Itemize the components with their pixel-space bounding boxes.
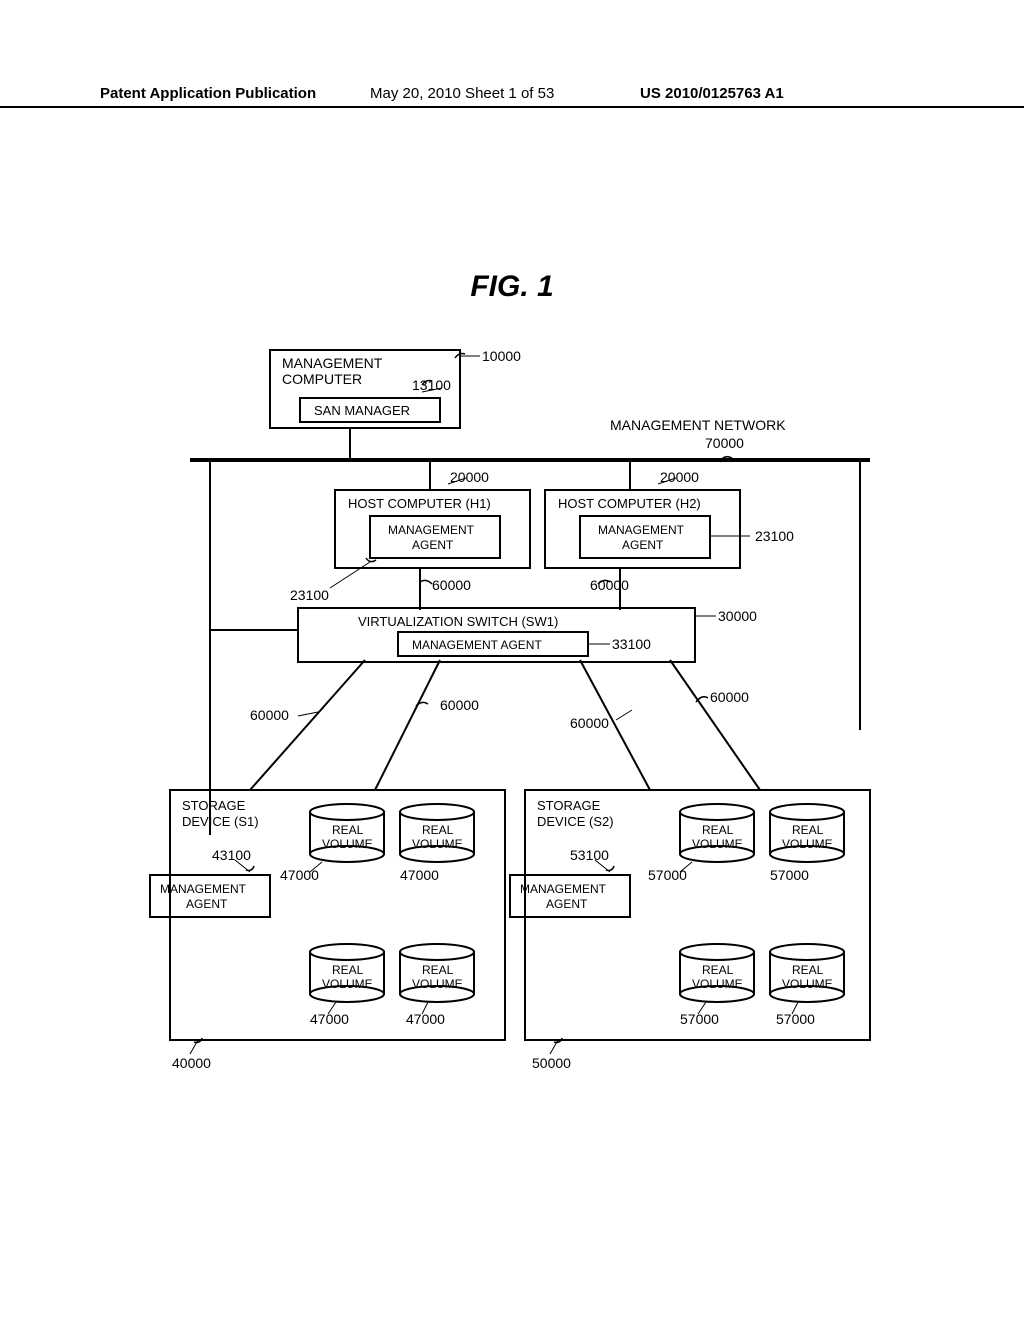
s2-vol1-l1: REAL (702, 823, 734, 837)
link-ref-h1: 60000 (432, 577, 471, 593)
switch-agent-ref: 33100 (612, 636, 651, 652)
host1-agent1: MANAGEMENT (388, 523, 475, 537)
san-manager-ref: 13100 (412, 377, 451, 393)
s1-volume-4: REAL VOLUME (400, 944, 474, 1002)
link-ref-s2b: 60000 (710, 689, 749, 705)
s1-vol3-l1: REAL (332, 963, 364, 977)
s2-volume-3: REAL VOLUME (680, 944, 754, 1002)
host2-agent-ref: 23100 (755, 528, 794, 544)
s2-title1: STORAGE (537, 798, 601, 813)
s2-vol2-l1: REAL (792, 823, 824, 837)
s2-vol3-ref: 57000 (680, 1011, 719, 1027)
s1-ref: 40000 (172, 1055, 211, 1071)
s1-vol4-l2: VOLUME (412, 977, 463, 991)
header-left: Patent Application Publication (100, 85, 370, 102)
s1-vol3-ref: 47000 (310, 1011, 349, 1027)
link-ref-s2a: 60000 (570, 715, 609, 731)
switch-ref: 30000 (718, 608, 757, 624)
s2-vol3-l2: VOLUME (692, 977, 743, 991)
s2-vol1-l2: VOLUME (692, 837, 743, 851)
s1-volume-1: REAL VOLUME (310, 804, 384, 862)
link-ref-s1a: 60000 (250, 707, 289, 723)
host2-agent1: MANAGEMENT (598, 523, 685, 537)
s1-vol2-l2: VOLUME (412, 837, 463, 851)
s2-vol2-ref: 57000 (770, 867, 809, 883)
s1-vol2-ref: 47000 (400, 867, 439, 883)
s2-vol2-l2: VOLUME (782, 837, 833, 851)
host2-ref: 20000 (660, 469, 699, 485)
s1-vol1-l1: REAL (332, 823, 364, 837)
mgmt-network-ref: 70000 (705, 435, 744, 451)
switch-agent: MANAGEMENT AGENT (412, 638, 542, 652)
s2-agent2: AGENT (546, 897, 588, 911)
host1-title: HOST COMPUTER (H1) (348, 496, 491, 511)
s1-agent2: AGENT (186, 897, 228, 911)
s1-vol3-l2: VOLUME (322, 977, 373, 991)
s2-vol3-l1: REAL (702, 963, 734, 977)
header-center: May 20, 2010 Sheet 1 of 53 (370, 85, 640, 102)
storage-device-s1: STORAGE DEVICE (S1) MANAGEMENT AGENT 431… (150, 790, 505, 1071)
san-manager-label: SAN MANAGER (314, 403, 410, 418)
san-diagram: MANAGEMENT COMPUTER SAN MANAGER 10000 13… (150, 350, 890, 1110)
s1-vol2-l1: REAL (422, 823, 454, 837)
s1-volume-2: REAL VOLUME (400, 804, 474, 862)
host-computer-h2: HOST COMPUTER (H2) MANAGEMENT AGENT 2000… (545, 469, 794, 568)
s2-agent-ref: 53100 (570, 847, 609, 863)
s2-vol1-ref: 57000 (648, 867, 687, 883)
s1-vol4-l1: REAL (422, 963, 454, 977)
switch-title: VIRTUALIZATION SWITCH (SW1) (358, 614, 558, 629)
mgmt-computer-ref: 10000 (482, 348, 521, 364)
link-ref-s1b: 60000 (440, 697, 479, 713)
s2-volume-4: REAL VOLUME (770, 944, 844, 1002)
host1-agent2: AGENT (412, 538, 454, 552)
s2-vol4-l1: REAL (792, 963, 824, 977)
s1-agent1: MANAGEMENT (160, 882, 247, 896)
mgmt-network-label: MANAGEMENT NETWORK (610, 417, 786, 433)
page-header: Patent Application Publication May 20, 2… (0, 85, 1024, 108)
host1-ref: 20000 (450, 469, 489, 485)
s1-agent-ref: 43100 (212, 847, 251, 863)
s1-vol1-l2: VOLUME (322, 837, 373, 851)
host2-title: HOST COMPUTER (H2) (558, 496, 701, 511)
storage-device-s2: STORAGE DEVICE (S2) MANAGEMENT AGENT 531… (510, 790, 870, 1071)
host-computer-h1: HOST COMPUTER (H1) MANAGEMENT AGENT 2000… (290, 469, 530, 603)
s1-vol4-ref: 47000 (406, 1011, 445, 1027)
s2-volume-2: REAL VOLUME (770, 804, 844, 862)
mgmt-computer-title1: MANAGEMENT (282, 355, 383, 371)
mgmt-computer-title2: COMPUTER (282, 371, 362, 387)
s2-ref: 50000 (532, 1055, 571, 1071)
s1-volume-3: REAL VOLUME (310, 944, 384, 1002)
s2-volume-1: REAL VOLUME (680, 804, 754, 862)
s2-vol4-ref: 57000 (776, 1011, 815, 1027)
host1-agent-ref: 23100 (290, 587, 329, 603)
s2-vol4-l2: VOLUME (782, 977, 833, 991)
figure-title: FIG. 1 (470, 270, 553, 304)
header-right: US 2010/0125763 A1 (640, 85, 784, 102)
s1-title1: STORAGE (182, 798, 246, 813)
s2-agent1: MANAGEMENT (520, 882, 607, 896)
host2-agent2: AGENT (622, 538, 664, 552)
s2-title2: DEVICE (S2) (537, 814, 614, 829)
s1-title2: DEVICE (S1) (182, 814, 259, 829)
virtualization-switch: VIRTUALIZATION SWITCH (SW1) MANAGEMENT A… (298, 608, 757, 662)
link-ref-h2: 60000 (590, 577, 629, 593)
management-computer: MANAGEMENT COMPUTER SAN MANAGER 10000 13… (270, 348, 521, 428)
